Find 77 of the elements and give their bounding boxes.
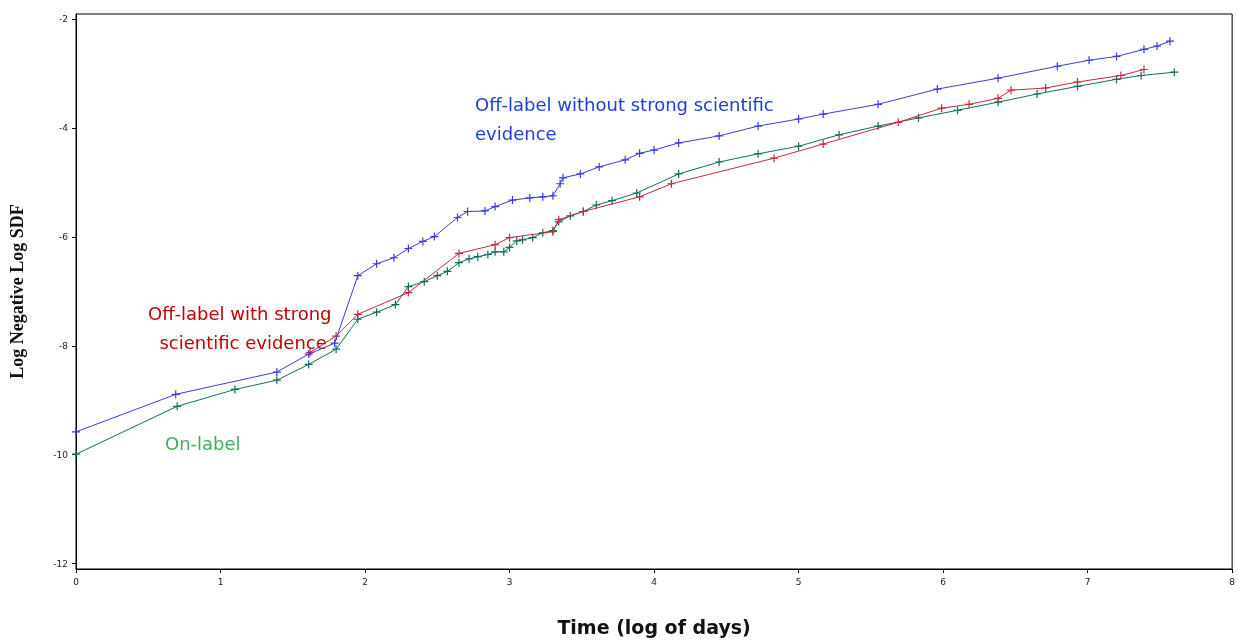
point <box>594 162 604 172</box>
point <box>71 427 81 437</box>
point <box>674 138 684 148</box>
y-axis-title: Log Negative Log SDF <box>7 204 27 379</box>
point <box>793 114 804 124</box>
point <box>1165 36 1175 46</box>
point <box>454 258 464 268</box>
point <box>1032 89 1042 99</box>
point <box>555 179 565 189</box>
point <box>818 139 828 149</box>
point <box>632 188 642 198</box>
point <box>454 248 464 259</box>
x-tick-label: 5 <box>795 576 802 587</box>
point <box>490 247 500 257</box>
series-label: On-label <box>165 433 241 454</box>
point <box>873 121 883 131</box>
y-tick-label: -6 <box>59 232 69 243</box>
y-tick-label: -10 <box>53 449 69 460</box>
y-tick-label: -2 <box>59 14 68 25</box>
point <box>1116 70 1126 81</box>
point <box>71 449 81 459</box>
point <box>1041 83 1051 93</box>
x-tick-label: 2 <box>362 576 368 587</box>
x-tick-label: 0 <box>73 576 80 587</box>
point <box>834 130 844 140</box>
point <box>558 173 568 183</box>
point <box>575 169 585 179</box>
point <box>753 121 763 131</box>
x-tick-label: 3 <box>506 576 513 587</box>
point <box>769 153 779 163</box>
point <box>674 169 684 179</box>
point <box>272 375 282 385</box>
point <box>480 206 490 216</box>
y-tick-label: -8 <box>59 340 69 351</box>
point <box>714 131 724 141</box>
point <box>1136 70 1146 81</box>
point <box>1139 44 1149 54</box>
series-label: Off-label with strong scientific evidence <box>148 303 332 353</box>
point <box>714 157 724 167</box>
point <box>964 99 974 109</box>
point <box>818 109 828 119</box>
y-tick-label: -4 <box>59 123 69 134</box>
point <box>1072 77 1083 87</box>
point <box>490 240 500 250</box>
point <box>1139 64 1149 75</box>
point <box>937 103 947 113</box>
point <box>913 113 924 123</box>
point <box>649 145 659 155</box>
point <box>1084 55 1094 65</box>
x-axis-title: Time (log of days) <box>557 615 751 638</box>
point <box>1006 85 1016 95</box>
x-tick-label: 8 <box>1229 576 1236 587</box>
point <box>230 384 240 395</box>
x-tick-label: 6 <box>940 576 947 587</box>
point <box>753 149 763 159</box>
point <box>331 344 341 354</box>
x-tick-label: 4 <box>651 576 658 587</box>
point <box>507 195 518 205</box>
point <box>512 236 522 246</box>
point <box>331 331 341 341</box>
x-tick-label: 1 <box>217 576 224 587</box>
point <box>490 202 500 212</box>
point <box>1152 41 1162 51</box>
series-label: Off-label without strong scientific evidence <box>475 94 780 144</box>
point <box>483 249 493 260</box>
point <box>464 254 474 264</box>
point <box>272 367 282 377</box>
point <box>993 73 1003 83</box>
point <box>389 253 399 263</box>
point <box>548 191 558 201</box>
point <box>525 193 535 203</box>
point <box>873 99 883 109</box>
y-tick-label: -12 <box>53 558 68 569</box>
point <box>591 200 601 210</box>
point <box>993 93 1003 103</box>
point <box>932 84 942 94</box>
x-tick-label: 7 <box>1084 576 1091 587</box>
